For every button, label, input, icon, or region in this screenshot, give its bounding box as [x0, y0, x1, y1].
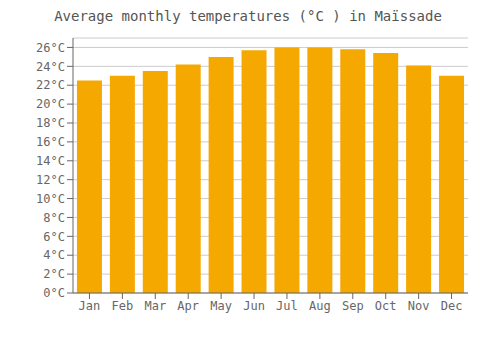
svg-text:26°C: 26°C — [36, 41, 65, 55]
svg-text:Mar: Mar — [144, 299, 166, 313]
html-text:Average monthly temperatures (: Average monthly temperatures (°C ) in Ma… — [54, 8, 442, 24]
svg-text:8°C: 8°C — [43, 211, 65, 225]
svg-text:20°C: 20°C — [36, 97, 65, 111]
svg-text:2°C: 2°C — [43, 267, 65, 281]
svg-text:14°C: 14°C — [36, 154, 65, 168]
svg-text:16°C: 16°C — [36, 135, 65, 149]
svg-text:6°C: 6°C — [43, 230, 65, 244]
svg-text:Dec: Dec — [441, 299, 463, 313]
svg-text:22°C: 22°C — [36, 78, 65, 92]
svg-text:24°C: 24°C — [36, 60, 65, 74]
svg-text:Oct: Oct — [375, 299, 397, 313]
svg-text:Nov: Nov — [408, 299, 430, 313]
svg-text:0°C: 0°C — [43, 286, 65, 300]
svg-text:Sep: Sep — [342, 299, 364, 313]
svg-text:Apr: Apr — [177, 299, 199, 313]
svg-text:18°C: 18°C — [36, 116, 65, 130]
svg-text:Jan: Jan — [79, 299, 101, 313]
svg-text:12°C: 12°C — [36, 173, 65, 187]
svg-text:Feb: Feb — [112, 299, 134, 313]
svg-text:4°C: 4°C — [43, 248, 65, 262]
svg-text:Jun: Jun — [243, 299, 265, 313]
svg-text:10°C: 10°C — [36, 192, 65, 206]
svg-text:May: May — [210, 299, 232, 313]
svg-text:Jul: Jul — [276, 299, 298, 313]
svg-text:Aug: Aug — [309, 299, 331, 313]
